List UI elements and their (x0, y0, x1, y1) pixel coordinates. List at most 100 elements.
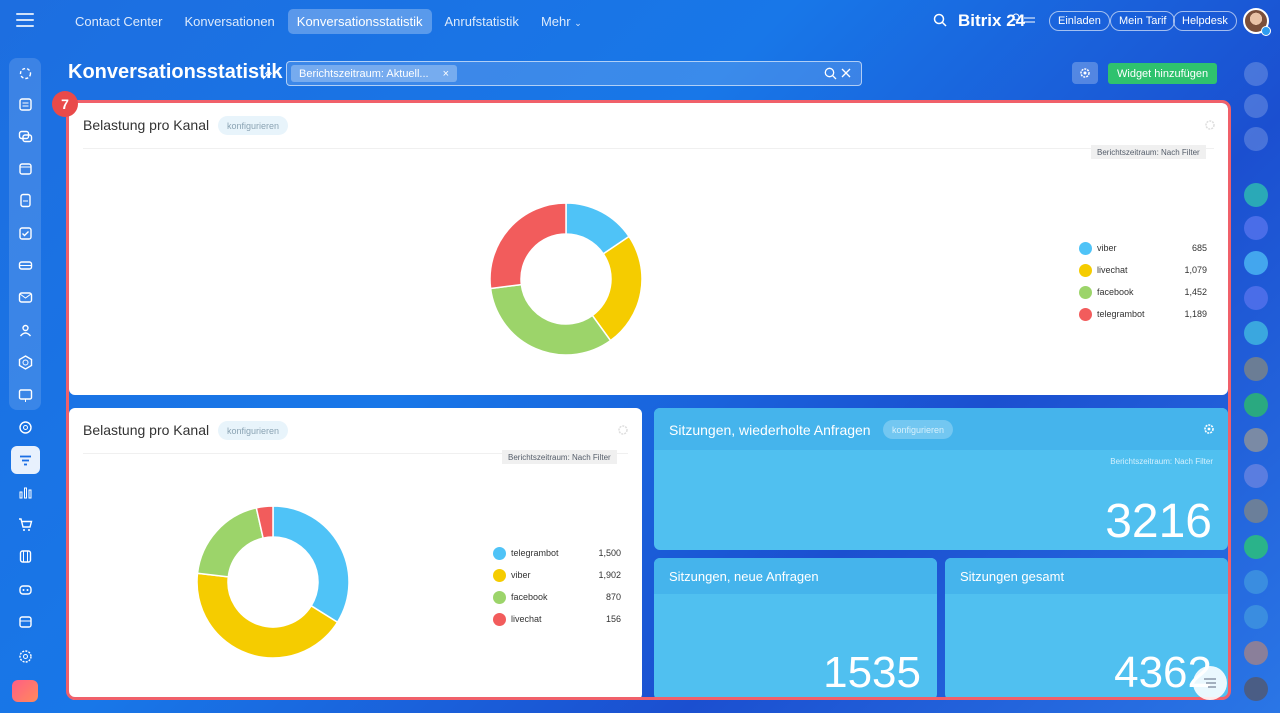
chat-icon[interactable] (18, 129, 33, 144)
widget-gear-icon[interactable] (1204, 119, 1216, 131)
legend-item-viber[interactable]: viber 685 (1079, 237, 1207, 259)
page-title: Konversationsstatistik (68, 61, 283, 83)
chevron-down-icon: ⌄ (574, 18, 582, 28)
openlines-icon[interactable] (1244, 216, 1268, 240)
contact-avatar-t[interactable] (1244, 393, 1268, 417)
search-icon[interactable] (933, 13, 947, 27)
check-badge-icon (1261, 26, 1271, 36)
filter-search-icon[interactable] (824, 67, 837, 80)
logo[interactable]: Bitrix 24 (958, 11, 1025, 31)
legend-label: viber (511, 570, 531, 580)
nav-item-anrufstatistik[interactable]: Anrufstatistik (444, 14, 519, 29)
activity-icon[interactable] (18, 66, 33, 81)
tariff-button[interactable]: Mein Tarif (1110, 11, 1176, 31)
list-icon (1204, 678, 1216, 688)
list-menu-button[interactable] (1193, 666, 1227, 700)
configure-button[interactable]: konfigurieren (218, 421, 289, 440)
mail-icon[interactable] (18, 290, 33, 305)
calendar-icon[interactable] (18, 161, 33, 176)
widget-sessions-total: Sitzungen gesamt 4362 (945, 558, 1228, 700)
nav-item-konversationsstatistik[interactable]: Konversationsstatistik (287, 9, 432, 34)
target-right-icon[interactable] (1244, 94, 1268, 118)
widget-title: Sitzungen, wiederholte Anfragen (669, 422, 871, 438)
legend-dot (493, 568, 506, 582)
contact-avatar-e[interactable] (1244, 570, 1268, 594)
invite-button[interactable]: Einladen (1049, 11, 1110, 31)
users-icon[interactable] (18, 323, 33, 338)
box-icon[interactable] (18, 549, 33, 564)
step-badge: 7 (52, 91, 78, 117)
contact-avatar-note[interactable] (1244, 535, 1268, 559)
presentation-icon[interactable] (18, 388, 33, 403)
legend-item-telegrambot[interactable]: telegrambot 1,500 (493, 542, 621, 564)
period-label: Berichtszeitraum: Nach Filter (1091, 145, 1206, 159)
nav-item-mehr[interactable]: Mehr ⌄ (532, 9, 591, 34)
filter-tag[interactable]: Berichtszeitraum: Aktuell... × (291, 65, 458, 82)
contact-avatar-r[interactable] (1244, 321, 1268, 345)
widget-gear-icon[interactable] (1203, 423, 1215, 435)
tasks-icon[interactable] (18, 226, 33, 241)
pin-icon[interactable] (262, 70, 272, 80)
pie-slice-facebook[interactable] (489, 283, 612, 356)
contact-avatar-photo-2[interactable] (1244, 428, 1268, 452)
target-icon[interactable] (18, 420, 33, 435)
pie-slice-livechat[interactable] (255, 505, 274, 539)
chat-right-icon[interactable] (1244, 127, 1268, 151)
pie-slice-viber[interactable] (196, 572, 339, 659)
contact-avatar-m[interactable] (1244, 464, 1268, 488)
upgrade-icon[interactable] (12, 680, 38, 702)
legend-dot (1079, 241, 1092, 255)
document-icon[interactable] (18, 193, 33, 208)
cart-icon[interactable] (18, 517, 33, 532)
legend-dot (1079, 285, 1092, 299)
search-right-icon[interactable] (1244, 183, 1268, 207)
widget-header (654, 558, 937, 594)
legend-item-telegrambot[interactable]: telegrambot 1,189 (1079, 303, 1207, 325)
nav-item-contact-center[interactable]: Contact Center (75, 14, 163, 29)
legend-item-livechat[interactable]: livechat 1,079 (1079, 259, 1207, 281)
menu-icon[interactable] (16, 13, 34, 27)
legend-value: 1,079 (1184, 265, 1207, 275)
contact-avatar-photo-5[interactable] (1244, 677, 1268, 701)
bar-chart-icon[interactable] (18, 485, 33, 500)
close-icon[interactable]: × (442, 67, 450, 80)
donut-chart-top (489, 202, 643, 356)
settings-button[interactable] (1072, 62, 1098, 84)
message-right-icon[interactable] (1244, 251, 1268, 275)
legend-item-facebook[interactable]: facebook 870 (493, 586, 621, 608)
contact-avatar-photo-1[interactable] (1244, 357, 1268, 381)
configure-button[interactable]: konfigurieren (883, 420, 954, 439)
contact-avatar-js[interactable] (1244, 605, 1268, 629)
top-bar: Contact Center Konversationen Konversati… (0, 0, 1280, 42)
pie-slice-telegrambot[interactable] (489, 202, 567, 290)
funnel-icon[interactable] (18, 453, 33, 468)
filter-clear-icon[interactable] (840, 67, 852, 79)
configure-button[interactable]: konfigurieren (218, 116, 289, 135)
legend-value: 1,500 (598, 548, 621, 558)
notifications-icon[interactable] (1244, 62, 1268, 86)
contact-avatar-photo-4[interactable] (1244, 641, 1268, 665)
filter-bar[interactable]: Berichtszeitraum: Aktuell... × (286, 61, 862, 86)
channel-right-icon[interactable] (1244, 286, 1268, 310)
chart-legend-bottom: telegrambot 1,500 viber 1,902 facebook 870 liv… (493, 542, 621, 630)
legend-item-livechat[interactable]: livechat 156 (493, 608, 621, 630)
store-icon[interactable] (18, 614, 33, 629)
hexagon-icon[interactable] (18, 355, 33, 370)
widget-gear-icon[interactable] (617, 424, 629, 436)
legend-value: 1,452 (1184, 287, 1207, 297)
robot-icon[interactable] (18, 582, 33, 597)
sliders-icon[interactable] (1024, 15, 1035, 25)
legend-item-viber[interactable]: viber 1,902 (493, 564, 621, 586)
news-icon[interactable] (18, 97, 33, 112)
drive-icon[interactable] (18, 258, 33, 273)
legend-item-facebook[interactable]: facebook 1,452 (1079, 281, 1207, 303)
helpdesk-button[interactable]: Helpdesk (1173, 11, 1237, 31)
add-widget-button[interactable]: Widget hinzufügen (1108, 63, 1218, 84)
pie-slice-telegrambot[interactable] (272, 505, 350, 624)
period-label: Berichtszeitraum: Nach Filter (502, 450, 617, 464)
kpi-value: 3216 (1105, 495, 1212, 548)
chart-legend-top: viber 685 livechat 1,079 facebook 1,452 telegr… (1079, 237, 1207, 325)
settings-icon[interactable] (18, 649, 33, 664)
nav-item-konversationen[interactable]: Konversationen (184, 14, 275, 29)
contact-avatar-photo-3[interactable] (1244, 499, 1268, 523)
